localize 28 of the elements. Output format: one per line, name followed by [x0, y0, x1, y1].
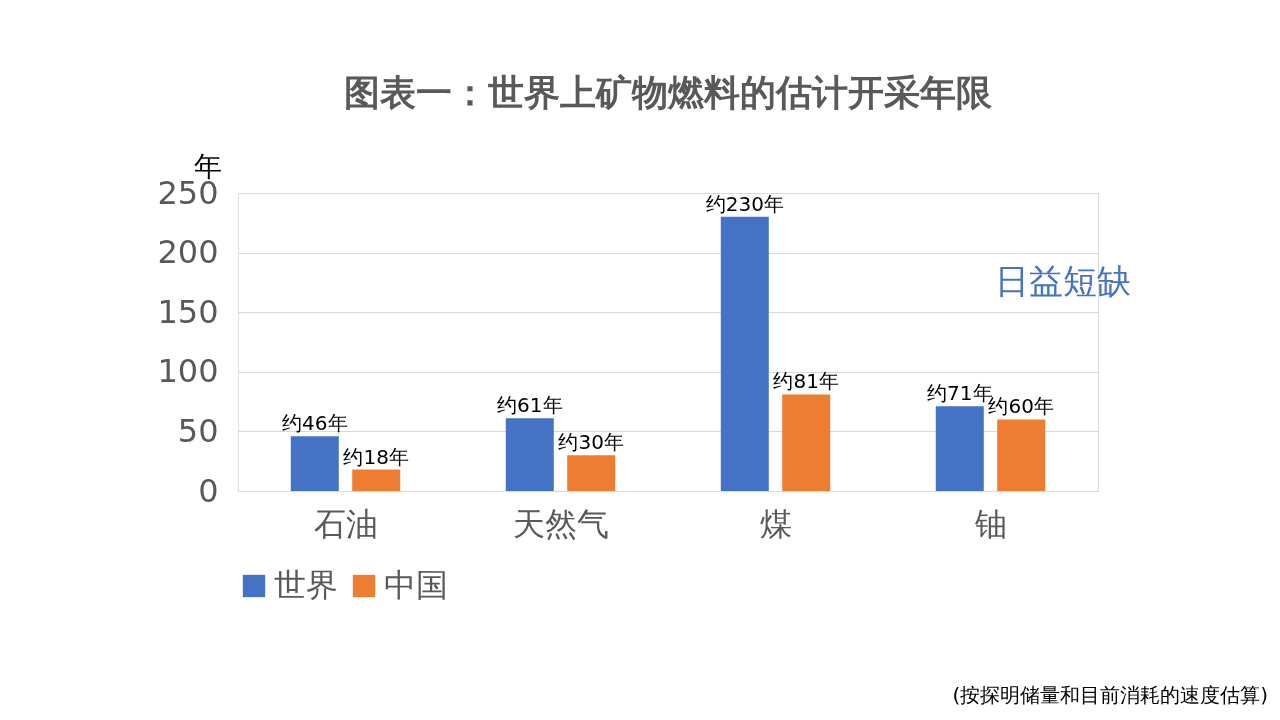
data-label: 约46年 [282, 411, 348, 436]
data-label: 约61年 [497, 393, 563, 418]
x-tick-label: 铀 [973, 504, 1007, 543]
bar [997, 419, 1046, 491]
bar [782, 394, 831, 491]
chart-title: 图表一：世界上矿物燃料的估计开采年限 [344, 72, 993, 113]
bar [720, 216, 769, 491]
y-tick-label: 150 [157, 292, 219, 331]
y-tick-label: 100 [157, 352, 219, 391]
y-tick-label: 50 [177, 411, 219, 450]
annotation: 日益短缺 [995, 261, 1131, 301]
bar [290, 436, 339, 491]
data-label: 约30年 [558, 430, 624, 455]
y-tick-label: 200 [157, 233, 219, 272]
y-tick-label: 0 [198, 471, 219, 510]
x-tick-label: 石油 [313, 504, 378, 543]
bar [505, 418, 554, 491]
bar [567, 455, 616, 491]
data-label: 约230年 [705, 191, 784, 216]
legend-label: 世界 [274, 566, 338, 604]
text: (按探明储量和目前消耗的速度估算) [952, 683, 1268, 707]
bar [935, 406, 984, 491]
legend-label: 中国 [384, 566, 448, 604]
x-tick-label: 天然气 [512, 504, 609, 543]
data-label: 约18年 [343, 444, 409, 469]
x-tick-label: 煤 [759, 504, 792, 543]
bar [352, 469, 401, 491]
data-label: 约81年 [773, 369, 839, 394]
